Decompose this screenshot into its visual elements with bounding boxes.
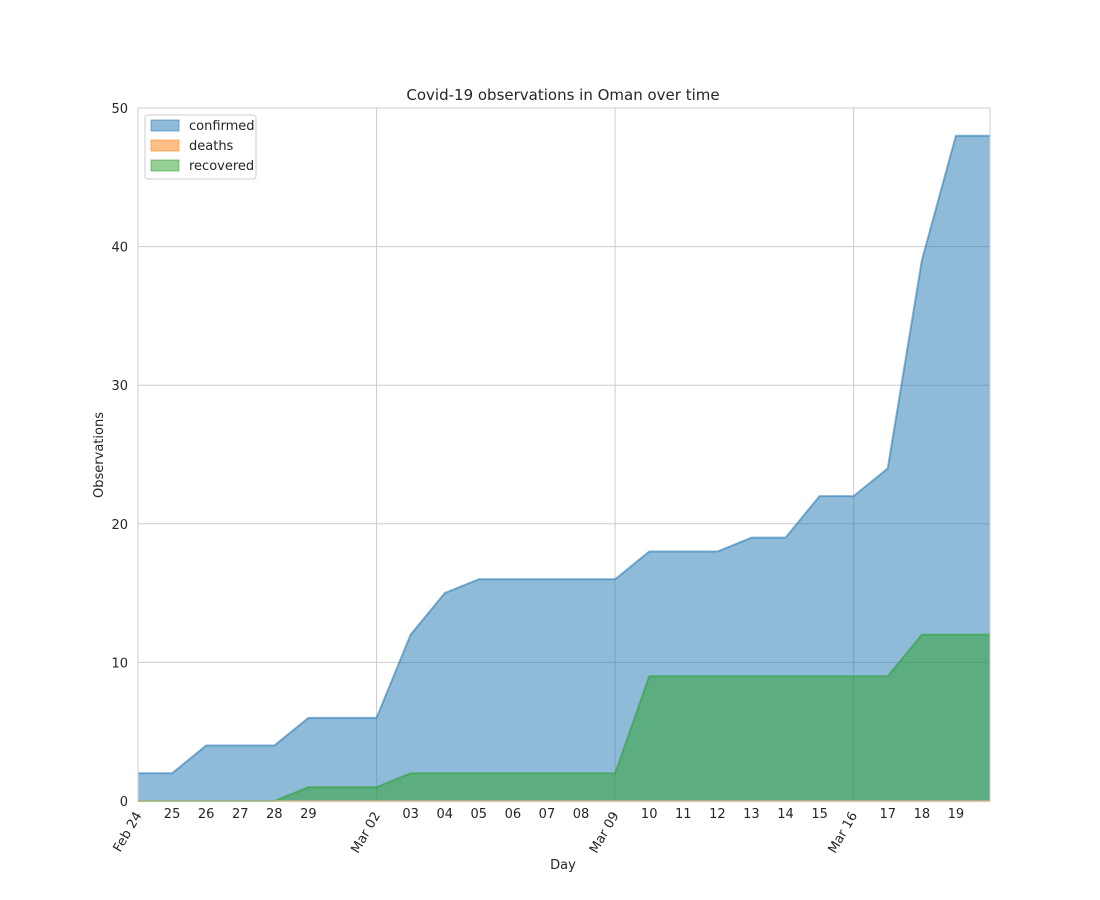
legend-label-deaths: deaths	[189, 139, 234, 154]
x-tick-label: 04	[436, 807, 453, 822]
x-tick-label: 15	[811, 807, 828, 822]
x-tick-label: 03	[402, 807, 419, 822]
y-tick-labels: 0 10 20 30 40 50	[111, 102, 128, 810]
legend-swatch-deaths	[150, 139, 180, 152]
area-confirmed	[138, 135, 990, 802]
y-tick-label: 20	[111, 518, 128, 533]
legend-swatch-recovered	[150, 159, 180, 172]
x-tick-label: 25	[164, 807, 181, 822]
x-tick-label-major: Mar 16	[826, 810, 862, 857]
x-tick-label: 27	[232, 807, 249, 822]
x-axis-label: Day	[550, 858, 576, 873]
x-tick-label: 07	[539, 807, 556, 822]
x-tick-label: 14	[777, 807, 794, 822]
x-tick-label: 19	[948, 807, 965, 822]
y-tick-label: 10	[111, 656, 128, 671]
y-axis-label: Observations	[92, 412, 107, 498]
y-tick-label: 30	[111, 379, 128, 394]
y-tick-label: 0	[120, 795, 128, 810]
x-tick-label: 12	[709, 807, 726, 822]
x-tick-label-major: Mar 09	[587, 810, 623, 857]
x-tick-label: 05	[471, 807, 488, 822]
legend-label-recovered: recovered	[189, 159, 254, 174]
x-tick-label: 13	[743, 807, 760, 822]
line-confirmed	[138, 134, 990, 775]
series-areas	[138, 134, 990, 802]
plot-border	[137, 107, 991, 802]
y-tick-label: 40	[111, 241, 128, 256]
x-tick-label: 17	[879, 807, 896, 822]
legend-label-confirmed: confirmed	[189, 119, 255, 134]
x-tick-label: 28	[266, 807, 283, 822]
legend-swatch-confirmed	[150, 119, 180, 132]
plot-frame	[137, 107, 991, 802]
x-tick-label-major: Mar 02	[348, 810, 384, 857]
y-tick-label: 50	[111, 102, 128, 117]
x-tick-label: 08	[573, 807, 590, 822]
x-tick-label: 11	[675, 807, 692, 822]
x-tick-label: 18	[914, 807, 931, 822]
line-recovered	[138, 633, 990, 802]
x-tick-label: 26	[198, 807, 215, 822]
chart-title: Covid-19 observations in Oman over time	[406, 86, 719, 104]
x-tick-label: 06	[505, 807, 522, 822]
x-tick-label-major: Feb 24	[111, 810, 146, 855]
legend: confirmed deaths recovered	[144, 114, 257, 180]
x-tick-label: 29	[300, 807, 317, 822]
x-tick-label: 10	[641, 807, 658, 822]
